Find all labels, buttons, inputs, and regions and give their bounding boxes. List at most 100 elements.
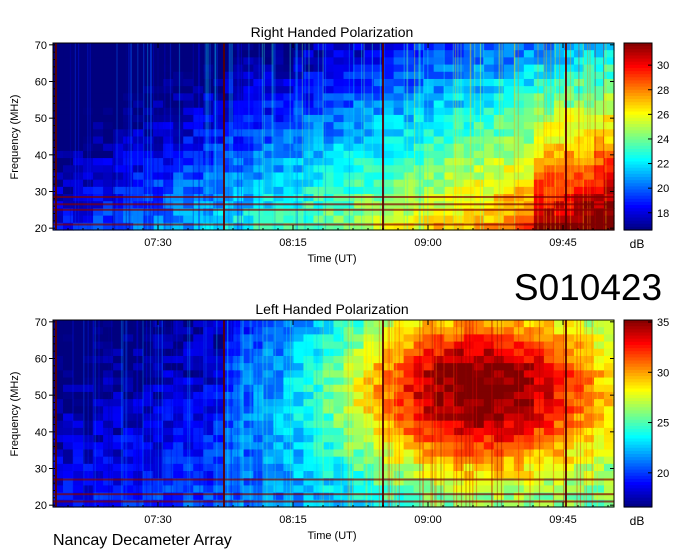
heatmap-cell bbox=[283, 122, 295, 130]
heatmap-cell bbox=[223, 341, 234, 350]
heatmap-cell bbox=[183, 492, 194, 501]
heatmap-cell bbox=[403, 179, 415, 188]
heatmap-cell bbox=[63, 186, 74, 195]
heatmap-cell bbox=[63, 78, 74, 87]
heatmap-cell bbox=[383, 215, 395, 224]
heatmap-cell bbox=[393, 122, 405, 130]
heatmap-cell bbox=[133, 158, 144, 166]
heatmap-cell bbox=[513, 143, 525, 152]
heatmap-cell bbox=[333, 186, 345, 195]
heatmap-cell bbox=[563, 320, 575, 328]
heatmap-cell bbox=[243, 355, 254, 364]
heatmap-cell bbox=[53, 186, 64, 195]
heatmap-cell bbox=[233, 179, 244, 188]
heatmap-streak bbox=[347, 320, 349, 507]
heatmap-cell bbox=[393, 427, 405, 436]
heatmap-cell bbox=[583, 215, 595, 224]
heatmap-cell bbox=[313, 78, 325, 87]
heatmap-cell bbox=[123, 334, 134, 343]
heatmap-cell bbox=[563, 122, 575, 130]
heatmap-cell bbox=[63, 435, 74, 443]
heatmap-cell bbox=[503, 327, 515, 335]
heatmap-cell bbox=[443, 100, 455, 109]
heatmap-cell bbox=[123, 93, 134, 102]
heatmap-cell bbox=[123, 456, 134, 465]
heatmap-cell bbox=[223, 492, 234, 501]
heatmap-cell bbox=[233, 435, 244, 443]
heatmap-cell bbox=[323, 399, 335, 407]
heatmap-cell bbox=[403, 215, 415, 224]
heatmap-cell bbox=[553, 320, 565, 328]
heatmap-cell bbox=[163, 158, 174, 166]
heatmap-cell bbox=[543, 420, 555, 429]
heatmap-streak bbox=[324, 43, 327, 230]
heatmap-cell bbox=[313, 215, 325, 224]
heatmap-cell bbox=[163, 172, 174, 181]
heatmap-cell bbox=[273, 136, 285, 145]
heatmap-cell bbox=[253, 471, 264, 479]
heatmap-cell bbox=[443, 449, 455, 458]
heatmap-cell bbox=[573, 129, 585, 138]
heatmap-cell bbox=[153, 463, 164, 472]
heatmap-cell bbox=[323, 492, 335, 501]
heatmap-cell bbox=[413, 93, 425, 102]
heatmap-cell bbox=[53, 334, 64, 343]
heatmap-streak bbox=[216, 43, 218, 230]
heatmap-cell bbox=[193, 86, 204, 94]
heatmap-cell bbox=[433, 122, 445, 130]
heatmap-cell bbox=[443, 348, 455, 357]
heatmap-cell bbox=[83, 341, 94, 350]
heatmap-cell bbox=[243, 150, 254, 159]
heatmap-cell bbox=[593, 86, 605, 94]
heatmap-cell bbox=[123, 186, 134, 195]
colorbar-segment bbox=[624, 226, 652, 231]
heatmap-cell bbox=[183, 215, 194, 224]
heatmap-cell bbox=[93, 384, 104, 393]
heatmap-cell bbox=[173, 143, 184, 152]
heatmap-cell bbox=[143, 186, 154, 195]
heatmap-cell bbox=[83, 492, 94, 501]
heatmap-cell bbox=[523, 442, 535, 451]
heatmap-cell bbox=[223, 71, 234, 80]
heatmap-cell bbox=[603, 57, 615, 66]
heatmap-cell bbox=[193, 478, 204, 487]
heatmap-cell bbox=[513, 406, 525, 415]
heatmap-cell bbox=[603, 86, 615, 94]
heatmap-cell bbox=[103, 143, 114, 152]
heatmap-cell bbox=[363, 499, 375, 508]
heatmap-cell bbox=[553, 391, 565, 400]
heatmap-cell bbox=[123, 64, 134, 73]
heatmap-cell bbox=[153, 413, 164, 422]
colorbar-segment bbox=[624, 189, 652, 194]
heatmap-cell bbox=[603, 435, 615, 443]
heatmap-cell bbox=[293, 57, 305, 66]
heatmap-cell bbox=[193, 320, 204, 328]
heatmap-cell bbox=[563, 334, 575, 343]
heatmap-cell bbox=[383, 129, 395, 138]
heatmap-cell bbox=[563, 413, 575, 422]
heatmap-cell bbox=[513, 413, 525, 422]
heatmap-streak bbox=[469, 43, 471, 230]
heatmap-cell bbox=[63, 122, 74, 130]
heatmap-cell bbox=[163, 370, 174, 379]
heatmap-cell bbox=[503, 499, 515, 508]
heatmap-cell bbox=[203, 449, 214, 458]
heatmap-cell bbox=[243, 143, 254, 152]
heatmap-cell bbox=[593, 71, 605, 80]
heatmap-cell bbox=[323, 348, 335, 357]
heatmap-cell bbox=[583, 129, 595, 138]
heatmap-cell bbox=[173, 93, 184, 102]
heatmap-cell bbox=[313, 64, 325, 73]
heatmap-cell bbox=[73, 215, 84, 224]
heatmap-cell bbox=[343, 363, 355, 371]
heatmap-cell bbox=[473, 136, 485, 145]
heatmap-cell bbox=[143, 107, 154, 116]
heatmap-cell bbox=[453, 478, 465, 487]
heatmap-cell bbox=[123, 391, 134, 400]
heatmap-cell bbox=[263, 463, 274, 472]
heatmap-cell bbox=[273, 348, 285, 357]
heatmap-cell bbox=[303, 215, 315, 224]
heatmap-cell bbox=[463, 463, 475, 472]
heatmap-cell bbox=[453, 355, 465, 364]
heatmap-cell bbox=[573, 114, 585, 123]
